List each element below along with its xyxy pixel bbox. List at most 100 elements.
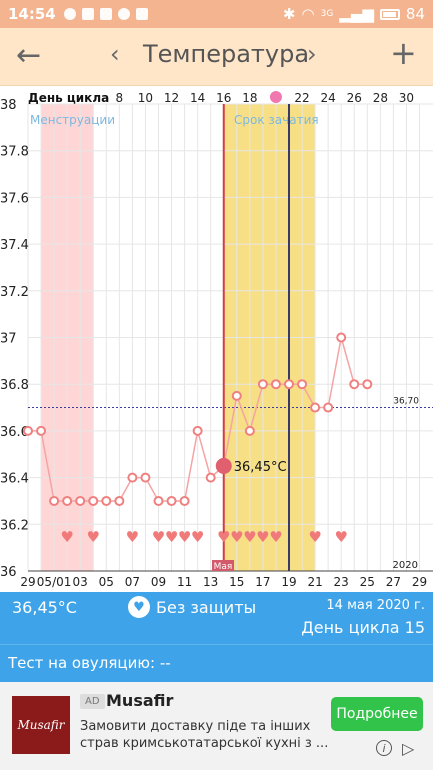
ad-banner[interactable]: Musafir AD Musafir Замовити доставку під… xyxy=(0,682,433,770)
date-tick-label: 05 xyxy=(99,575,114,589)
ad-logo[interactable]: Musafir xyxy=(12,696,70,754)
date-tick-label: 17 xyxy=(255,575,270,589)
network-type: 3G xyxy=(320,9,334,19)
date-tick-label: 21 xyxy=(307,575,322,589)
heart-icon: ♥ xyxy=(217,528,230,546)
temperature-point xyxy=(231,390,242,401)
menstruation-label: Менструации xyxy=(30,113,115,127)
ad-description[interactable]: Замовити доставку піде та інших страв кр… xyxy=(80,719,329,751)
heart-icon: ♥ xyxy=(230,528,243,546)
ad-cta-button[interactable]: Подробнее xyxy=(331,697,423,731)
block-icon xyxy=(117,8,130,20)
selected-temperature: 36,45°C xyxy=(12,598,77,617)
temperature-point xyxy=(49,495,60,506)
temperature-point xyxy=(114,495,125,506)
temperature-point xyxy=(140,472,151,483)
back-arrow-icon[interactable]: ← xyxy=(16,38,42,73)
temperature-point xyxy=(336,332,347,343)
cycle-day-label: День цикла xyxy=(28,91,109,105)
date-tick-label: 11 xyxy=(177,575,192,589)
info-icon[interactable]: i xyxy=(376,740,392,756)
signal-icon: ▂▄▆ xyxy=(339,5,374,23)
ovulation-test-label: Тест на овуляцию: -- xyxy=(8,654,171,672)
temperature-point xyxy=(205,472,216,483)
y-tick-label: 36.6 xyxy=(0,425,29,440)
date-tick-label: 23 xyxy=(334,575,349,589)
image-icon xyxy=(135,8,148,20)
cycle-tick-label: 24 xyxy=(321,91,336,105)
date-tick-label: 03 xyxy=(73,575,88,589)
protection-toggle[interactable]: ♥ Без защиты xyxy=(128,596,256,618)
info-bar: 36,45°C ♥ Без защиты 14 мая 2020 г. День… xyxy=(0,592,433,644)
heart-icon: ♥ xyxy=(308,528,321,546)
ovulation-test-bar[interactable]: Тест на овуляцию: -- xyxy=(0,644,433,682)
heart-icon: ♥ xyxy=(243,528,256,546)
battery-level: 84 xyxy=(405,5,425,23)
temperature-point xyxy=(127,472,138,483)
ad-brand[interactable]: Musafir xyxy=(106,691,174,710)
ovulation-marker xyxy=(269,91,282,103)
cycle-tick-label: 14 xyxy=(190,91,205,105)
date-tick-label: 29 xyxy=(20,575,35,589)
temperature-point xyxy=(101,495,112,506)
app-bar: ← ‹ Температура › + xyxy=(0,28,433,86)
status-right: ✱ ◠ 3G ▂▄▆ 84 xyxy=(283,5,425,23)
temperature-point xyxy=(36,425,47,436)
y-tick-label: 38 xyxy=(0,98,17,113)
page-title: Температура xyxy=(143,40,310,68)
temperature-point xyxy=(310,402,321,413)
cycle-day: День цикла 15 xyxy=(301,618,425,637)
temperature-point xyxy=(166,495,177,506)
date-tick-label: 07 xyxy=(125,575,140,589)
temperature-point xyxy=(244,425,255,436)
status-time: 14:54 xyxy=(8,5,56,23)
temperature-point xyxy=(349,379,360,390)
y-tick-label: 36 xyxy=(0,565,17,580)
y-tick-label: 36.8 xyxy=(0,378,29,393)
date-tick-label: 13 xyxy=(203,575,218,589)
year-label: 2020 xyxy=(393,560,418,571)
fertile-label: Срок зачатия xyxy=(234,113,319,127)
status-bar: 14:54 ✱ ◠ 3G ▂▄▆ 84 xyxy=(0,0,433,28)
y-tick-label: 37 xyxy=(0,332,17,347)
play-icon[interactable]: ▷ xyxy=(402,739,415,758)
y-tick-label: 37.8 xyxy=(0,145,29,160)
protection-label: Без защиты xyxy=(156,597,257,617)
temperature-point xyxy=(75,495,86,506)
coverline-label: 36,70 xyxy=(393,397,419,407)
heart-icon: ♥ xyxy=(256,528,269,546)
temperature-point xyxy=(153,495,164,506)
heart-icon: ♥ xyxy=(128,596,150,618)
bluetooth-icon: ✱ xyxy=(282,5,296,23)
cycle-tick-label: 22 xyxy=(294,91,309,105)
temperature-point xyxy=(284,379,294,390)
prev-chevron-icon[interactable]: ‹ xyxy=(110,40,120,68)
temperature-point xyxy=(23,425,33,436)
y-tick-label: 36.4 xyxy=(0,472,29,487)
y-tick-label: 37.2 xyxy=(0,285,29,300)
add-icon[interactable]: + xyxy=(390,34,417,72)
battery-icon xyxy=(379,8,400,20)
month-label: Мая xyxy=(214,562,233,572)
heart-icon: ♥ xyxy=(178,528,191,546)
mail-icon xyxy=(81,8,94,20)
heart-icon: ♥ xyxy=(165,528,178,546)
date-tick-label: 05/01 xyxy=(37,575,72,589)
temperature-point xyxy=(270,379,281,390)
temperature-point xyxy=(297,379,308,390)
heart-icon: ♥ xyxy=(126,528,139,546)
temperature-chart[interactable]: 38 37.8 37.6 37.4 37.2 37 36.8 36.6 36.4 36.2 36 Де… xyxy=(0,86,433,592)
date-tick-label: 09 xyxy=(151,575,166,589)
temperature-point xyxy=(62,495,73,506)
cycle-tick-label: 10 xyxy=(138,91,153,105)
temperature-point xyxy=(362,379,373,390)
cycle-tick-label: 30 xyxy=(399,91,414,105)
cycle-tick-label: 12 xyxy=(164,91,179,105)
selected-point-label: 36,45°C xyxy=(234,460,287,475)
date-tick-label: 25 xyxy=(360,575,375,589)
heart-icon: ♥ xyxy=(87,528,100,546)
cycle-tick-label: 16 xyxy=(216,91,231,105)
next-chevron-icon[interactable]: › xyxy=(307,40,317,68)
selected-date: 14 мая 2020 г. xyxy=(326,598,425,613)
heart-icon: ♥ xyxy=(60,528,73,546)
